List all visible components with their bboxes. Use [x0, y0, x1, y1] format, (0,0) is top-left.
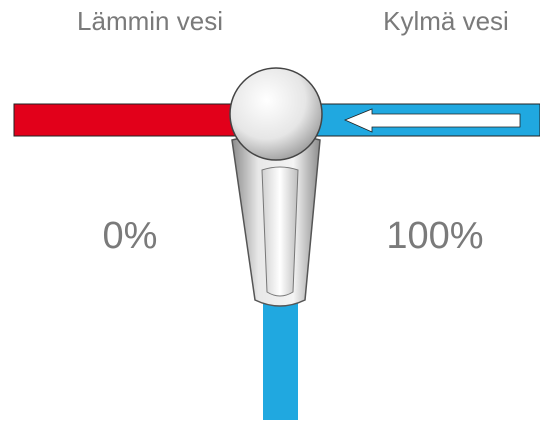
cold-water-label: Kylmä vesi: [383, 6, 509, 36]
hot-water-label: Lämmin vesi: [77, 6, 223, 36]
valve-knob: [230, 68, 322, 160]
handle-groove: [262, 167, 298, 296]
mixing-valve-diagram: Lämmin vesi Kylmä vesi 0% 100%: [0, 0, 540, 423]
outlet-pipe: [263, 300, 298, 420]
page: Lämmin vesi Kylmä vesi 0% 100% (() => { …: [0, 0, 540, 423]
cold-share: 100%: [386, 215, 483, 257]
hot-share: 0%: [103, 215, 158, 257]
